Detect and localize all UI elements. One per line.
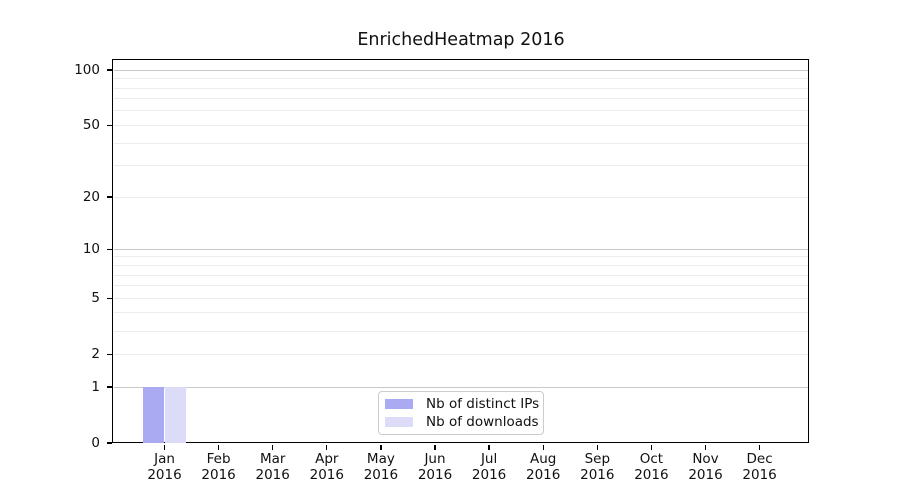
x-axis-tick-label: Jul 2016 — [471, 451, 507, 483]
y-axis-tick-label: 100 — [74, 62, 100, 79]
y-gridline — [114, 69, 808, 71]
x-axis-tick — [326, 444, 328, 450]
y-gridline-minor — [114, 142, 808, 144]
x-axis-tick — [542, 444, 544, 450]
x-axis-tick — [272, 444, 274, 450]
y-gridline-minor — [114, 274, 808, 276]
x-axis-tick-label: Dec 2016 — [742, 451, 777, 483]
y-gridline-minor — [114, 256, 808, 258]
bar-nb-of-distinct-ips — [142, 387, 165, 443]
y-gridline-minor — [114, 312, 808, 314]
x-axis-tick-label: Jan 2016 — [147, 451, 182, 483]
x-axis-tick-label: May 2016 — [363, 451, 399, 483]
y-gridline — [114, 386, 808, 388]
y-axis-tick-label: 5 — [91, 290, 100, 307]
y-gridline-minor — [114, 98, 808, 100]
legend-label: Nb of downloads — [426, 414, 539, 430]
y-axis-tick — [107, 353, 112, 355]
legend-swatch-nb-of-downloads — [385, 417, 413, 427]
y-axis-tick — [107, 196, 112, 198]
x-axis-tick-label: Mar 2016 — [255, 451, 290, 483]
x-axis-tick-label: Apr 2016 — [309, 451, 344, 483]
y-gridline-minor — [114, 330, 808, 332]
y-gridline-minor — [114, 265, 808, 266]
x-axis-tick — [758, 444, 761, 450]
y-axis-tick — [107, 297, 112, 299]
legend-label: Nb of distinct IPs — [426, 396, 540, 412]
y-axis-tick-label: 0 — [91, 435, 100, 451]
chart-title: EnrichedHeatmap 2016 — [357, 30, 565, 50]
legend-entry: Nb of distinct IPs — [385, 395, 539, 413]
x-axis-tick-label: Sep 2016 — [580, 451, 615, 483]
x-axis-tick — [488, 444, 490, 450]
y-gridline — [114, 248, 808, 250]
y-axis-tick — [107, 124, 112, 127]
x-axis-tick-label: Nov 2016 — [688, 451, 723, 483]
bar-nb-of-downloads — [164, 387, 187, 443]
y-gridline-minor — [114, 165, 808, 167]
x-axis-tick — [163, 444, 166, 450]
y-axis-tick-label: 20 — [82, 189, 100, 206]
x-axis-tick — [380, 444, 382, 450]
y-axis-tick-label: 1 — [91, 379, 100, 395]
y-gridline-minor — [114, 87, 808, 89]
y-axis-tick — [107, 386, 112, 388]
legend-entry: Nb of downloads — [385, 413, 539, 431]
y-gridline-minor — [114, 110, 808, 112]
y-axis-tick — [107, 442, 112, 444]
x-axis-tick-label: Jun 2016 — [417, 451, 453, 483]
y-axis-tick-label: 10 — [82, 241, 100, 258]
x-axis-tick-label: Oct 2016 — [634, 451, 669, 483]
x-axis-tick — [596, 444, 598, 450]
legend: Nb of distinct IPs Nb of downloads — [378, 391, 544, 435]
y-axis-tick-label: 50 — [82, 117, 100, 134]
x-axis-tick — [434, 444, 436, 450]
y-gridline — [114, 353, 808, 355]
y-gridline — [114, 196, 808, 198]
y-gridline-minor — [114, 285, 808, 287]
x-axis-tick — [650, 444, 653, 450]
y-gridline — [114, 297, 808, 299]
y-gridline — [114, 124, 808, 126]
x-axis-tick-label: Aug 2016 — [526, 451, 561, 483]
y-axis-tick-label: 2 — [91, 346, 100, 363]
y-axis-tick — [107, 69, 112, 71]
legend-swatch-nb-of-distinct-ips — [385, 399, 413, 409]
plot-area — [112, 59, 809, 443]
x-axis-tick — [217, 444, 220, 450]
x-axis-tick — [704, 444, 707, 450]
y-gridline-minor — [114, 78, 808, 80]
x-axis-tick-label: Feb 2016 — [201, 451, 236, 483]
y-axis-tick — [107, 248, 112, 250]
